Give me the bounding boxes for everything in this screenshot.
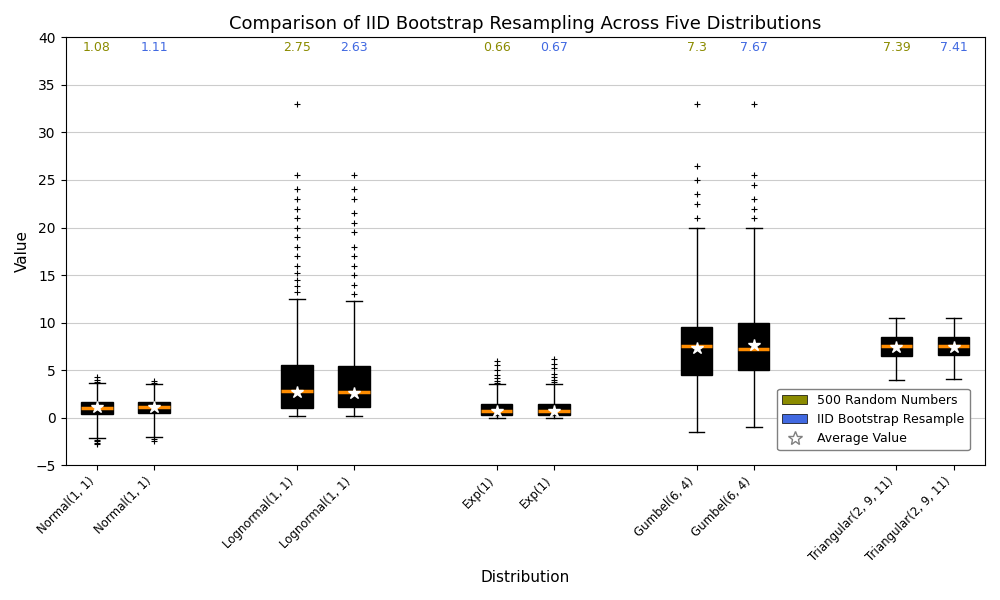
Text: 7.67: 7.67 [740,41,768,55]
PathPatch shape [881,337,912,356]
Text: 2.63: 2.63 [340,41,368,55]
PathPatch shape [338,367,370,407]
PathPatch shape [738,323,769,370]
Text: 7.39: 7.39 [883,41,910,55]
Text: 1.11: 1.11 [140,41,168,55]
PathPatch shape [938,337,969,355]
X-axis label: Distribution: Distribution [481,570,570,585]
Text: 7.41: 7.41 [940,41,967,55]
PathPatch shape [538,404,570,415]
Text: 0.67: 0.67 [540,41,568,55]
PathPatch shape [681,328,712,375]
PathPatch shape [81,401,113,415]
Y-axis label: Value: Value [15,230,30,272]
Text: 2.75: 2.75 [283,41,311,55]
PathPatch shape [138,402,170,413]
Text: 7.3: 7.3 [687,41,707,55]
Legend: 500 Random Numbers, IID Bootstrap Resample, Average Value: 500 Random Numbers, IID Bootstrap Resamp… [777,389,970,451]
Text: 1.08: 1.08 [83,41,111,55]
PathPatch shape [281,365,313,408]
PathPatch shape [481,404,512,415]
Title: Comparison of IID Bootstrap Resampling Across Five Distributions: Comparison of IID Bootstrap Resampling A… [229,15,822,33]
Text: 0.66: 0.66 [483,41,511,55]
